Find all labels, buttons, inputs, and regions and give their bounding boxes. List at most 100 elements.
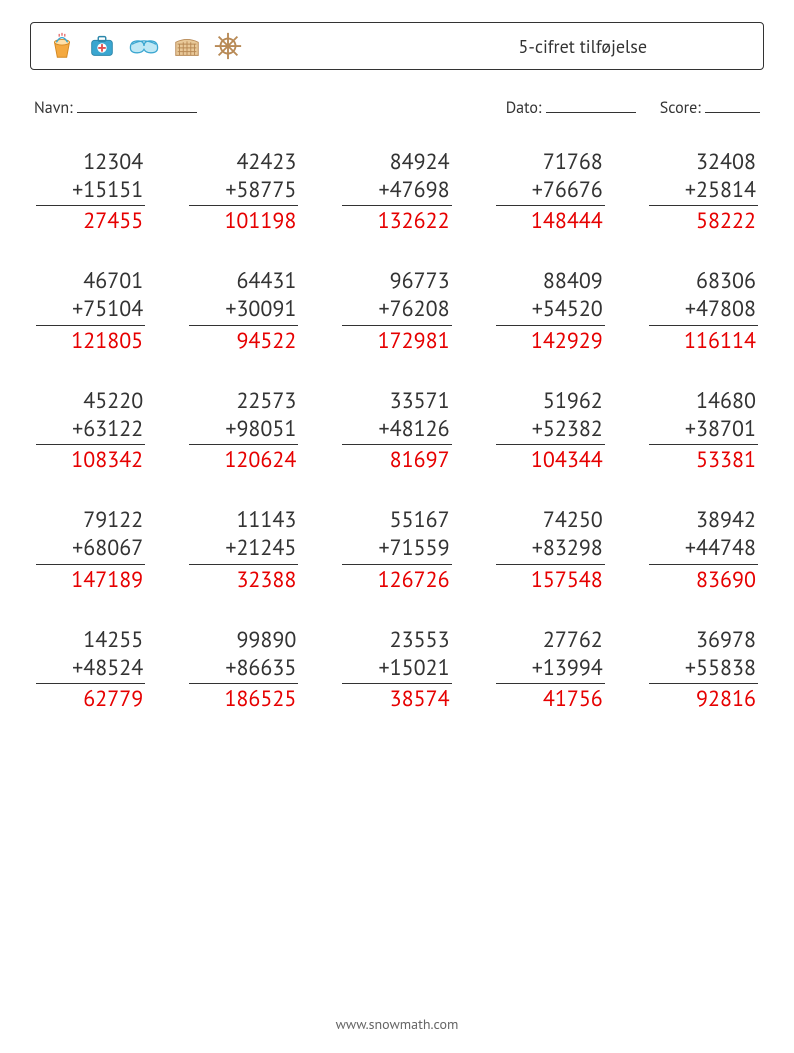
operand-top: 38942 — [649, 506, 758, 534]
problem: 55167+71559126726 — [342, 506, 451, 593]
score-field: Score: — [660, 96, 760, 118]
answer: 108342 — [36, 445, 145, 474]
bucket-icon — [47, 31, 77, 61]
problem: 79122+68067147189 — [36, 506, 145, 593]
name-field: Navn: — [34, 96, 197, 118]
score-label: Score: — [660, 98, 701, 118]
answer: 148444 — [496, 206, 605, 235]
problem: 88409+54520142929 — [496, 267, 605, 354]
answer: 41756 — [496, 684, 605, 713]
answer: 32388 — [189, 565, 298, 594]
operand-top: 46701 — [36, 267, 145, 295]
operand-top: 14255 — [36, 626, 145, 654]
answer: 94522 — [189, 326, 298, 355]
problem: 71768+76676148444 — [496, 148, 605, 235]
problem: 68306+47808116114 — [649, 267, 758, 354]
problem: 45220+63122108342 — [36, 387, 145, 474]
problem: 51962+52382104344 — [496, 387, 605, 474]
operand-bottom: +98051 — [189, 415, 298, 445]
problem: 14255+4852462779 — [36, 626, 145, 713]
operand-top: 42423 — [189, 148, 298, 176]
problems-grid: 12304+151512745542423+5877510119884924+4… — [30, 148, 764, 713]
operand-bottom: +44748 — [649, 534, 758, 564]
operand-top: 23553 — [342, 626, 451, 654]
worksheet-title: 5-cifret tilføjelse — [519, 35, 647, 58]
problem: 22573+98051120624 — [189, 387, 298, 474]
operand-top: 22573 — [189, 387, 298, 415]
answer: 62779 — [36, 684, 145, 713]
operand-bottom: +76208 — [342, 295, 451, 325]
answer: 27455 — [36, 206, 145, 235]
header-box: 5-cifret tilføjelse — [30, 22, 764, 70]
operand-bottom: +86635 — [189, 654, 298, 684]
operand-top: 64431 — [189, 267, 298, 295]
operand-bottom: +25814 — [649, 176, 758, 206]
operand-top: 45220 — [36, 387, 145, 415]
answer: 126726 — [342, 565, 451, 594]
operand-bottom: +71559 — [342, 534, 451, 564]
answer: 58222 — [649, 206, 758, 235]
operand-bottom: +55838 — [649, 654, 758, 684]
answer: 101198 — [189, 206, 298, 235]
footer-text: www.snowmath.com — [0, 1015, 794, 1033]
answer: 120624 — [189, 445, 298, 474]
problem: 38942+4474883690 — [649, 506, 758, 593]
operand-top: 36978 — [649, 626, 758, 654]
operand-bottom: +83298 — [496, 534, 605, 564]
answer: 38574 — [342, 684, 451, 713]
operand-bottom: +58775 — [189, 176, 298, 206]
problem: 46701+75104121805 — [36, 267, 145, 354]
operand-top: 79122 — [36, 506, 145, 534]
operand-bottom: +54520 — [496, 295, 605, 325]
operand-bottom: +30091 — [189, 295, 298, 325]
answer: 116114 — [649, 326, 758, 355]
problem: 84924+47698132622 — [342, 148, 451, 235]
answer: 53381 — [649, 445, 758, 474]
problem: 36978+5583892816 — [649, 626, 758, 713]
answer: 104344 — [496, 445, 605, 474]
problem: 42423+58775101198 — [189, 148, 298, 235]
problem: 64431+3009194522 — [189, 267, 298, 354]
operand-bottom: +75104 — [36, 295, 145, 325]
answer: 92816 — [649, 684, 758, 713]
problem: 32408+2581458222 — [649, 148, 758, 235]
answer: 147189 — [36, 565, 145, 594]
operand-top: 84924 — [342, 148, 451, 176]
answer: 121805 — [36, 326, 145, 355]
name-blank — [77, 96, 197, 113]
problem: 99890+86635186525 — [189, 626, 298, 713]
problem: 23553+1502138574 — [342, 626, 451, 713]
operand-bottom: +15021 — [342, 654, 451, 684]
operand-bottom: +13994 — [496, 654, 605, 684]
answer: 132622 — [342, 206, 451, 235]
date-blank — [546, 96, 636, 113]
goggles-icon — [127, 31, 161, 61]
operand-top: 88409 — [496, 267, 605, 295]
operand-bottom: +47698 — [342, 176, 451, 206]
answer: 172981 — [342, 326, 451, 355]
problem: 27762+1399441756 — [496, 626, 605, 713]
operand-bottom: +48524 — [36, 654, 145, 684]
shipwheel-icon — [213, 31, 243, 61]
colosseum-icon — [171, 31, 203, 61]
problem: 14680+3870153381 — [649, 387, 758, 474]
operand-bottom: +47808 — [649, 295, 758, 325]
operand-bottom: +38701 — [649, 415, 758, 445]
date-field: Dato: — [506, 96, 636, 118]
operand-top: 11143 — [189, 506, 298, 534]
score-blank — [705, 96, 760, 113]
operand-bottom: +63122 — [36, 415, 145, 445]
date-label: Dato: — [506, 98, 542, 118]
operand-top: 51962 — [496, 387, 605, 415]
problem: 96773+76208172981 — [342, 267, 451, 354]
operand-top: 14680 — [649, 387, 758, 415]
firstaid-icon — [87, 31, 117, 61]
answer: 142929 — [496, 326, 605, 355]
answer: 157548 — [496, 565, 605, 594]
problem: 33571+4812681697 — [342, 387, 451, 474]
answer: 83690 — [649, 565, 758, 594]
operand-top: 12304 — [36, 148, 145, 176]
operand-top: 74250 — [496, 506, 605, 534]
info-row: Navn: Dato: Score: — [34, 96, 760, 118]
operand-top: 96773 — [342, 267, 451, 295]
